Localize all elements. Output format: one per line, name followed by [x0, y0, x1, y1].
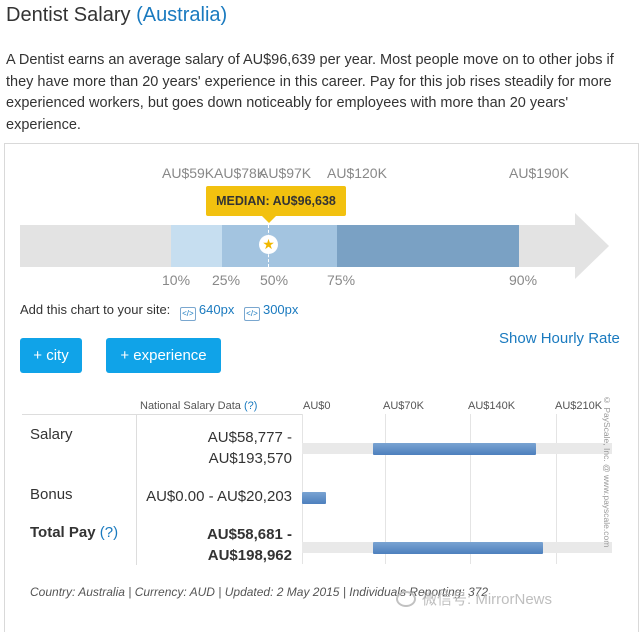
percentile-label-75: 75%	[327, 272, 356, 288]
show-hourly-rate-link[interactable]: Show Hourly Rate	[499, 330, 620, 347]
embed-code-icon: </>	[179, 307, 196, 321]
add-experience-button[interactable]: + experience	[106, 338, 221, 373]
range-segment-p75-p90	[337, 225, 519, 267]
scale-label-140k: AU$140K	[468, 400, 516, 412]
row-value-salary: AU$58,777 - AU$193,570	[207, 429, 292, 467]
footer-info: Country: Australia | Currency: AUD | Upd…	[30, 585, 489, 599]
embed-code-icon: </>	[243, 307, 260, 321]
range-segment-p25-p75	[222, 225, 337, 267]
gridline-70k	[385, 414, 386, 564]
description-text: A Dentist earns an average salary of AU$…	[6, 52, 614, 133]
range-arrowhead	[575, 213, 609, 279]
table-header-divider	[22, 414, 302, 415]
range-value-p50: AU$97K	[259, 165, 312, 181]
scale-label-70k: AU$70K	[383, 400, 424, 412]
wechat-icon	[396, 591, 416, 607]
range-value-p90: AU$190K	[509, 165, 569, 181]
scale-label-210k: AU$210K	[555, 400, 603, 412]
star-icon: ★	[259, 235, 278, 254]
table-help-link[interactable]: (?)	[243, 400, 258, 412]
percentile-label-25: 25%	[212, 272, 241, 288]
title-country-link[interactable]: (Australia)	[136, 4, 228, 26]
range-value-p10: AU$59K	[162, 165, 215, 181]
scale-label-0: AU$0	[303, 400, 331, 412]
range-segment-p10-p25	[171, 225, 222, 267]
copyright-notice: © PayScale, Inc. @ www.payscale.com	[602, 395, 612, 548]
add-chart-row: Add this chart to your site: </> 640px </…	[20, 302, 298, 321]
bar-salary	[373, 443, 537, 455]
percentile-label-50: 50%	[260, 272, 289, 288]
salary-panel	[4, 143, 639, 632]
row-label-bonus: Bonus	[30, 486, 73, 503]
table-column-divider	[136, 415, 137, 565]
row-value-bonus: AU$0.00 - AU$20,203	[146, 488, 292, 505]
bar-bonus	[302, 492, 327, 504]
embed-640-link[interactable]: </> 640px	[179, 302, 234, 321]
row-value-total-pay: AU$58,681 - AU$198,962	[206, 526, 292, 564]
add-city-button[interactable]: + city	[20, 338, 82, 373]
page-title: Dentist Salary (Australia)	[6, 4, 227, 27]
title-job: Dentist Salary	[6, 4, 131, 26]
bar-total-pay	[372, 542, 543, 554]
gridline-140k	[470, 414, 471, 564]
gridline-0	[302, 414, 303, 564]
table-header: National Salary Data (?)	[140, 400, 258, 412]
median-badge: MEDIAN: AU$96,638	[206, 186, 346, 223]
range-value-p25: AU$78K	[214, 165, 267, 181]
percentile-label-10: 10%	[162, 272, 191, 288]
embed-300-link[interactable]: </> 300px	[243, 302, 298, 321]
row-label-salary: Salary	[30, 426, 73, 443]
total-pay-help-link[interactable]: (?)	[99, 524, 119, 541]
range-value-p75: AU$120K	[327, 165, 387, 181]
percentile-label-90: 90%	[509, 272, 538, 288]
watermark: 微信号: MirrorNews	[396, 588, 552, 609]
gridline-210k	[556, 414, 557, 564]
row-label-total-pay: Total Pay (?)	[30, 524, 119, 541]
add-chart-label: Add this chart to your site:	[20, 302, 171, 317]
